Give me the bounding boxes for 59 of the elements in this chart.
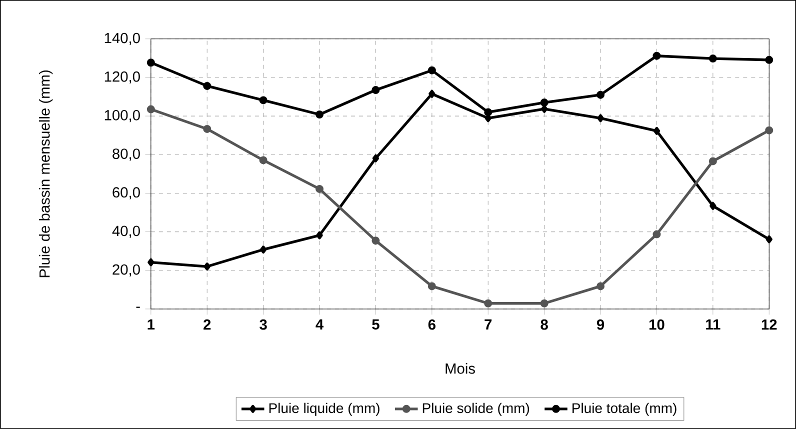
point — [484, 108, 492, 116]
x-tick-label: 9 — [596, 319, 604, 330]
x-tick-label: 3 — [260, 319, 267, 330]
point — [260, 246, 267, 254]
point — [259, 156, 268, 164]
y-tick-label: 120,0 — [104, 71, 140, 84]
point — [484, 299, 492, 308]
point — [372, 154, 380, 162]
x-tick-label: 8 — [540, 319, 548, 330]
x-tick-label: 11 — [706, 319, 720, 330]
point — [540, 98, 548, 107]
x-tick-label: 6 — [428, 319, 436, 330]
point — [596, 90, 605, 99]
point — [148, 258, 154, 266]
x-tick-label: 10 — [649, 319, 664, 330]
point — [316, 110, 324, 119]
point — [710, 202, 716, 210]
point — [372, 236, 380, 245]
y-tick-label: 100,0 — [104, 110, 140, 122]
point — [708, 157, 717, 166]
y-tick-label: 20,0 — [112, 264, 140, 277]
x-tick-label: 2 — [204, 319, 211, 330]
legend-label: Pluie solide (mm) — [422, 402, 530, 416]
point — [204, 262, 210, 271]
x-tick-label: 12 — [762, 319, 777, 330]
x-tick-label: 4 — [316, 319, 324, 330]
point — [316, 185, 324, 194]
y-axis-title: Pluie de bassin mensuelle (mm) — [38, 70, 53, 278]
point — [596, 282, 605, 290]
point — [597, 114, 604, 122]
y-tick-label: 60,0 — [112, 187, 140, 200]
x-axis-title: Mois — [446, 363, 475, 374]
y-tick-label: 80,0 — [112, 148, 140, 161]
point — [259, 96, 268, 104]
point — [316, 231, 323, 240]
point — [765, 56, 774, 64]
point — [708, 54, 717, 63]
point — [766, 235, 772, 244]
point — [765, 126, 774, 134]
legend-label: Pluie totale (mm) — [572, 402, 676, 416]
point — [428, 282, 436, 290]
point — [540, 299, 548, 308]
point — [146, 105, 155, 114]
point — [652, 230, 661, 238]
y-tick-label: 40,0 — [112, 226, 140, 238]
y-tick-label: - — [136, 306, 140, 308]
point — [652, 52, 661, 60]
x-tick-label: 5 — [372, 319, 380, 330]
point — [203, 125, 212, 134]
x-tick-label: 1 — [148, 319, 155, 330]
y-tick-label: 140,0 — [104, 32, 140, 46]
point — [428, 66, 436, 74]
point — [146, 58, 155, 67]
point — [428, 90, 436, 98]
x-tick-label: 7 — [484, 319, 492, 330]
point — [203, 82, 212, 90]
legend-label: Pluie liquide (mm) — [269, 402, 380, 416]
point — [372, 86, 380, 94]
point — [653, 126, 660, 135]
